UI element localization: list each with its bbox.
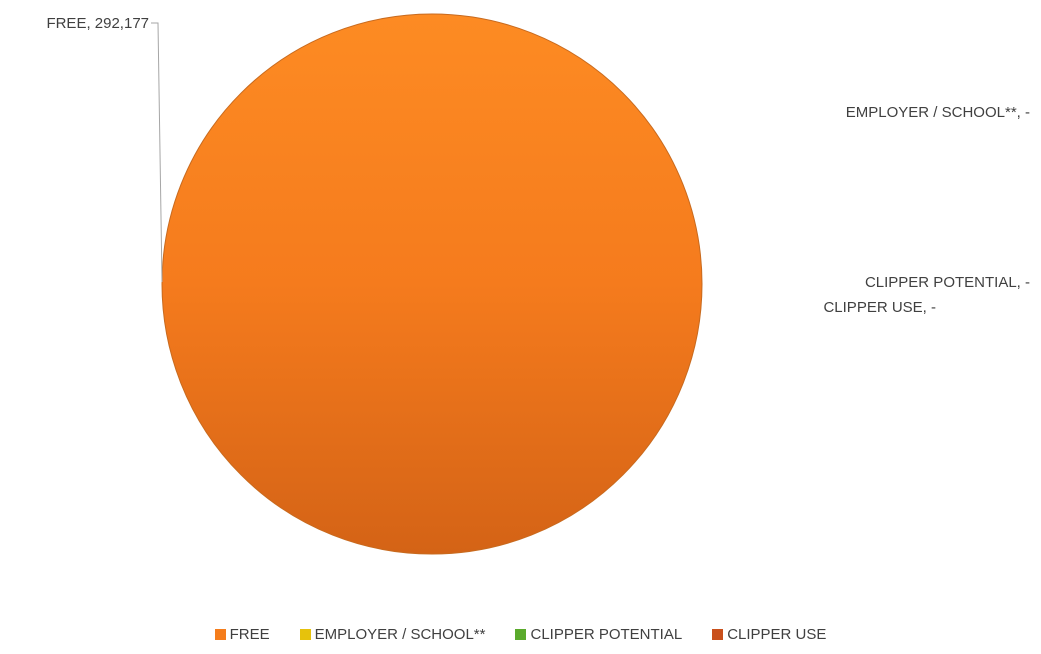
- legend: FREE EMPLOYER / SCHOOL** CLIPPER POTENTIAL…: [0, 626, 1041, 643]
- leader-line-free: [151, 22, 163, 283]
- legend-swatch: [712, 629, 724, 640]
- pie-slice-free: [161, 13, 703, 555]
- data-label-clipper-potential: CLIPPER POTENTIAL, -: [865, 274, 1030, 291]
- data-labels: FREE, 292,177 EMPLOYER / SCHOOL**, - CLIPP…: [46, 15, 1030, 316]
- legend-item-employer-school: EMPLOYER / SCHOOL**: [299, 626, 486, 643]
- legend-swatch: [214, 629, 226, 640]
- legend-swatch: [299, 629, 311, 640]
- legend-label: FREE: [229, 626, 270, 643]
- legend-item-clipper-potential: CLIPPER POTENTIAL: [515, 626, 682, 643]
- legend-swatch: [515, 629, 527, 640]
- legend-item-clipper-use: CLIPPER USE: [712, 626, 826, 643]
- data-label-employer-school: EMPLOYER / SCHOOL**, -: [846, 104, 1030, 121]
- leader-lines: [151, 22, 163, 283]
- legend-item-free: FREE: [214, 626, 270, 643]
- data-label-free: FREE, 292,177: [46, 15, 149, 32]
- legend-label: CLIPPER USE: [727, 626, 827, 643]
- data-label-clipper-use: CLIPPER USE, -: [823, 299, 936, 316]
- legend-label: EMPLOYER / SCHOOL**: [314, 626, 486, 643]
- pie-slices: [161, 13, 703, 555]
- legend-label: CLIPPER POTENTIAL: [530, 626, 683, 643]
